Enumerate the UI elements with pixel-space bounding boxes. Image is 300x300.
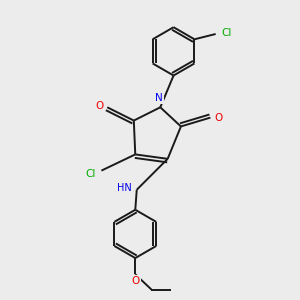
Text: HN: HN [117,183,132,193]
Text: O: O [132,276,140,286]
Text: Cl: Cl [85,169,95,178]
Text: Cl: Cl [222,28,232,38]
Text: O: O [95,101,103,111]
Text: O: O [214,112,223,123]
Text: N: N [155,94,163,103]
